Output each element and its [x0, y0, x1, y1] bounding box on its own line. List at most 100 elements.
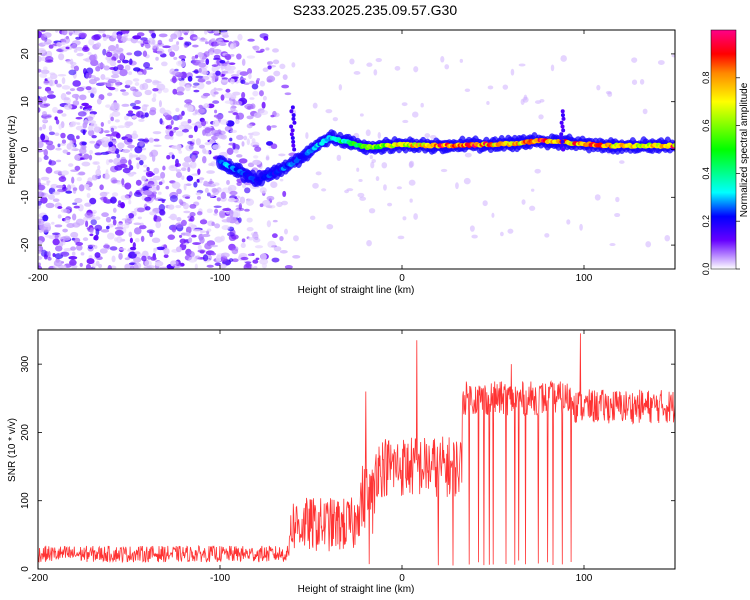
- noise-blob: [169, 130, 174, 137]
- noise-blob: [141, 82, 149, 90]
- noise-blob: [74, 197, 83, 204]
- noise-blob: [235, 119, 240, 125]
- noise-blob: [211, 221, 215, 227]
- noise-blob: [371, 159, 376, 163]
- noise-blob: [75, 116, 83, 120]
- noise-blob: [109, 246, 118, 251]
- noise-blob: [243, 82, 250, 85]
- noise-blob: [45, 202, 55, 209]
- noise-blob: [255, 257, 260, 261]
- noise-blob: [140, 235, 145, 242]
- noise-blob: [175, 246, 182, 253]
- noise-blob: [43, 149, 48, 157]
- noise-blob: [387, 202, 393, 207]
- noise-blob: [85, 220, 89, 228]
- noise-blob: [151, 154, 156, 162]
- noise-blob: [258, 90, 264, 97]
- noise-blob: [189, 203, 197, 209]
- noise-blob: [284, 92, 292, 96]
- noise-blob: [87, 129, 95, 137]
- noise-blob: [234, 200, 242, 204]
- noise-blob: [63, 36, 71, 44]
- noise-blob: [41, 96, 48, 101]
- noise-blob: [88, 78, 97, 85]
- noise-blob: [642, 108, 648, 115]
- noise-blob: [229, 129, 238, 134]
- noise-blob: [375, 58, 383, 63]
- noise-blob: [93, 126, 102, 133]
- noise-blob: [114, 119, 120, 123]
- noise-blob: [464, 88, 471, 93]
- noise-blob: [116, 34, 122, 40]
- noise-blob: [211, 187, 218, 193]
- noise-blob: [144, 89, 152, 96]
- noise-blob: [83, 183, 90, 188]
- y-tick-label: 200: [20, 424, 31, 441]
- noise-blob: [240, 256, 249, 261]
- noise-blob: [61, 113, 67, 117]
- noise-blob: [38, 219, 45, 226]
- noise-blob: [74, 154, 81, 161]
- noise-blob: [151, 97, 157, 103]
- noise-blob: [579, 223, 583, 231]
- noise-blob: [444, 64, 450, 70]
- noise-blob: [77, 111, 87, 117]
- noise-blob: [187, 119, 192, 124]
- noise-blob: [76, 135, 80, 140]
- noise-blob: [207, 180, 215, 185]
- noise-blob: [179, 238, 187, 244]
- noise-blob: [206, 170, 215, 174]
- noise-blob: [134, 100, 141, 105]
- chart-title: S233.2025.235.09.57.G30: [292, 2, 458, 18]
- noise-blob: [110, 127, 115, 133]
- noise-blob: [284, 265, 293, 269]
- noise-blob: [143, 104, 149, 107]
- noise-blob: [560, 55, 567, 62]
- noise-blob: [215, 88, 223, 91]
- noise-blob: [90, 219, 97, 226]
- colorbar-tick-label: 0.6: [701, 119, 711, 132]
- noise-blob: [241, 238, 246, 243]
- noise-blob: [45, 115, 52, 118]
- noise-blob: [359, 113, 364, 117]
- noise-blob: [103, 130, 110, 134]
- noise-blob: [375, 176, 380, 182]
- noise-blob: [72, 100, 80, 106]
- noise-blob: [68, 255, 78, 260]
- noise-blob: [56, 109, 64, 114]
- y-tick-label: 10: [20, 96, 31, 108]
- noise-blob: [52, 198, 60, 202]
- noise-blob: [267, 240, 276, 249]
- noise-blob: [176, 188, 182, 195]
- noise-blob: [107, 119, 111, 125]
- noise-blob: [220, 235, 225, 242]
- noise-blob: [105, 51, 113, 58]
- noise-blob: [220, 252, 230, 258]
- noise-blob: [78, 171, 86, 176]
- noise-blob: [151, 32, 157, 39]
- noise-blob: [129, 237, 133, 244]
- noise-blob: [157, 191, 162, 195]
- noise-blob: [144, 260, 152, 267]
- noise-blob: [142, 139, 150, 143]
- noise-blob: [95, 65, 101, 72]
- noise-blob: [156, 246, 165, 251]
- noise-blob: [521, 199, 526, 205]
- noise-blob: [259, 80, 266, 87]
- noise-blob: [99, 184, 104, 191]
- noise-blob: [270, 114, 275, 118]
- noise-blob: [81, 144, 87, 150]
- noise-blob: [249, 134, 253, 140]
- noise-blob: [105, 104, 111, 108]
- noise-blob: [46, 181, 50, 186]
- noise-blob: [338, 84, 343, 91]
- noise-blob: [155, 218, 163, 222]
- noise-blob: [358, 178, 363, 183]
- noise-blob: [171, 145, 180, 150]
- noise-blob: [464, 152, 472, 158]
- noise-blob: [609, 242, 616, 247]
- noise-blob: [103, 196, 107, 204]
- y-tick-label: -20: [20, 237, 31, 252]
- noise-blob: [158, 181, 163, 186]
